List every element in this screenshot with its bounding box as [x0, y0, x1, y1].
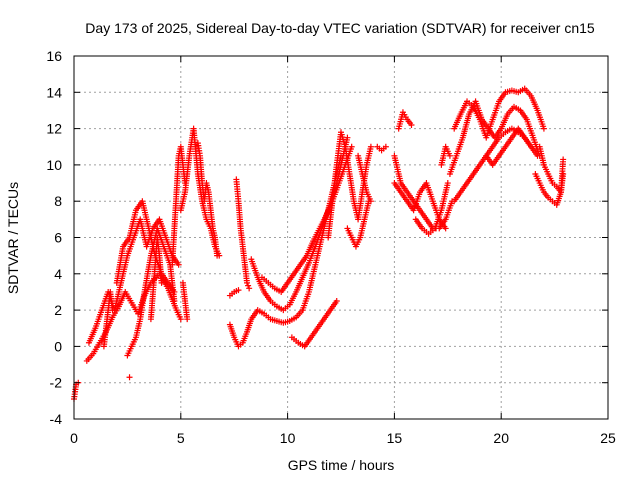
data-point: [175, 261, 182, 268]
y-tick-label: 12: [46, 121, 62, 137]
data-point: [158, 279, 165, 286]
data-point: [246, 285, 253, 292]
y-tick-label: -4: [50, 411, 63, 427]
x-tick-label: 0: [70, 430, 78, 446]
x-tick-label: 25: [600, 430, 616, 446]
y-tick-label: 16: [46, 48, 62, 64]
x-tick-label: 5: [177, 430, 185, 446]
y-axis-label: SDTVAR / TECUs: [5, 182, 21, 294]
data-point: [408, 121, 415, 128]
y-tick-label: 8: [54, 193, 62, 209]
x-tick-label: 20: [493, 430, 509, 446]
data-point: [528, 143, 535, 150]
data-point: [446, 152, 453, 159]
y-tick-label: 4: [54, 266, 62, 282]
data-point: [560, 156, 567, 163]
x-tick-label: 15: [387, 430, 403, 446]
y-tick-label: 2: [54, 302, 62, 318]
data-point: [442, 225, 449, 232]
data-point: [560, 170, 567, 177]
y-tick-label: 6: [54, 230, 62, 246]
data-point: [126, 374, 133, 381]
data-point: [109, 307, 116, 314]
data-point: [244, 279, 251, 286]
data-point: [177, 316, 184, 323]
y-tick-label: 14: [46, 84, 62, 100]
data-point: [382, 143, 389, 150]
data-point: [540, 125, 547, 132]
chart-title: Day 173 of 2025, Sidereal Day-to-day VTE…: [85, 20, 595, 36]
y-tick-label: 0: [54, 338, 62, 354]
data-point: [214, 252, 221, 259]
data-point: [171, 298, 178, 305]
data-point: [235, 287, 242, 294]
data-point: [344, 134, 351, 141]
data-point: [184, 316, 191, 323]
data-point: [367, 143, 374, 150]
axis-ticks: 0 5 10 15 20 25 -4 -2 0 2 4 6 8 10 12 14 16: [46, 48, 616, 446]
data-point: [444, 180, 451, 187]
data-point: [367, 198, 374, 205]
data-point: [245, 282, 252, 289]
x-tick-label: 10: [280, 430, 296, 446]
y-tick-label: -2: [50, 375, 63, 391]
data-points: [71, 85, 567, 403]
data-point: [348, 143, 355, 150]
y-tick-label: 10: [46, 157, 62, 173]
data-point: [333, 298, 340, 305]
x-axis-label: GPS time / hours: [288, 457, 395, 473]
